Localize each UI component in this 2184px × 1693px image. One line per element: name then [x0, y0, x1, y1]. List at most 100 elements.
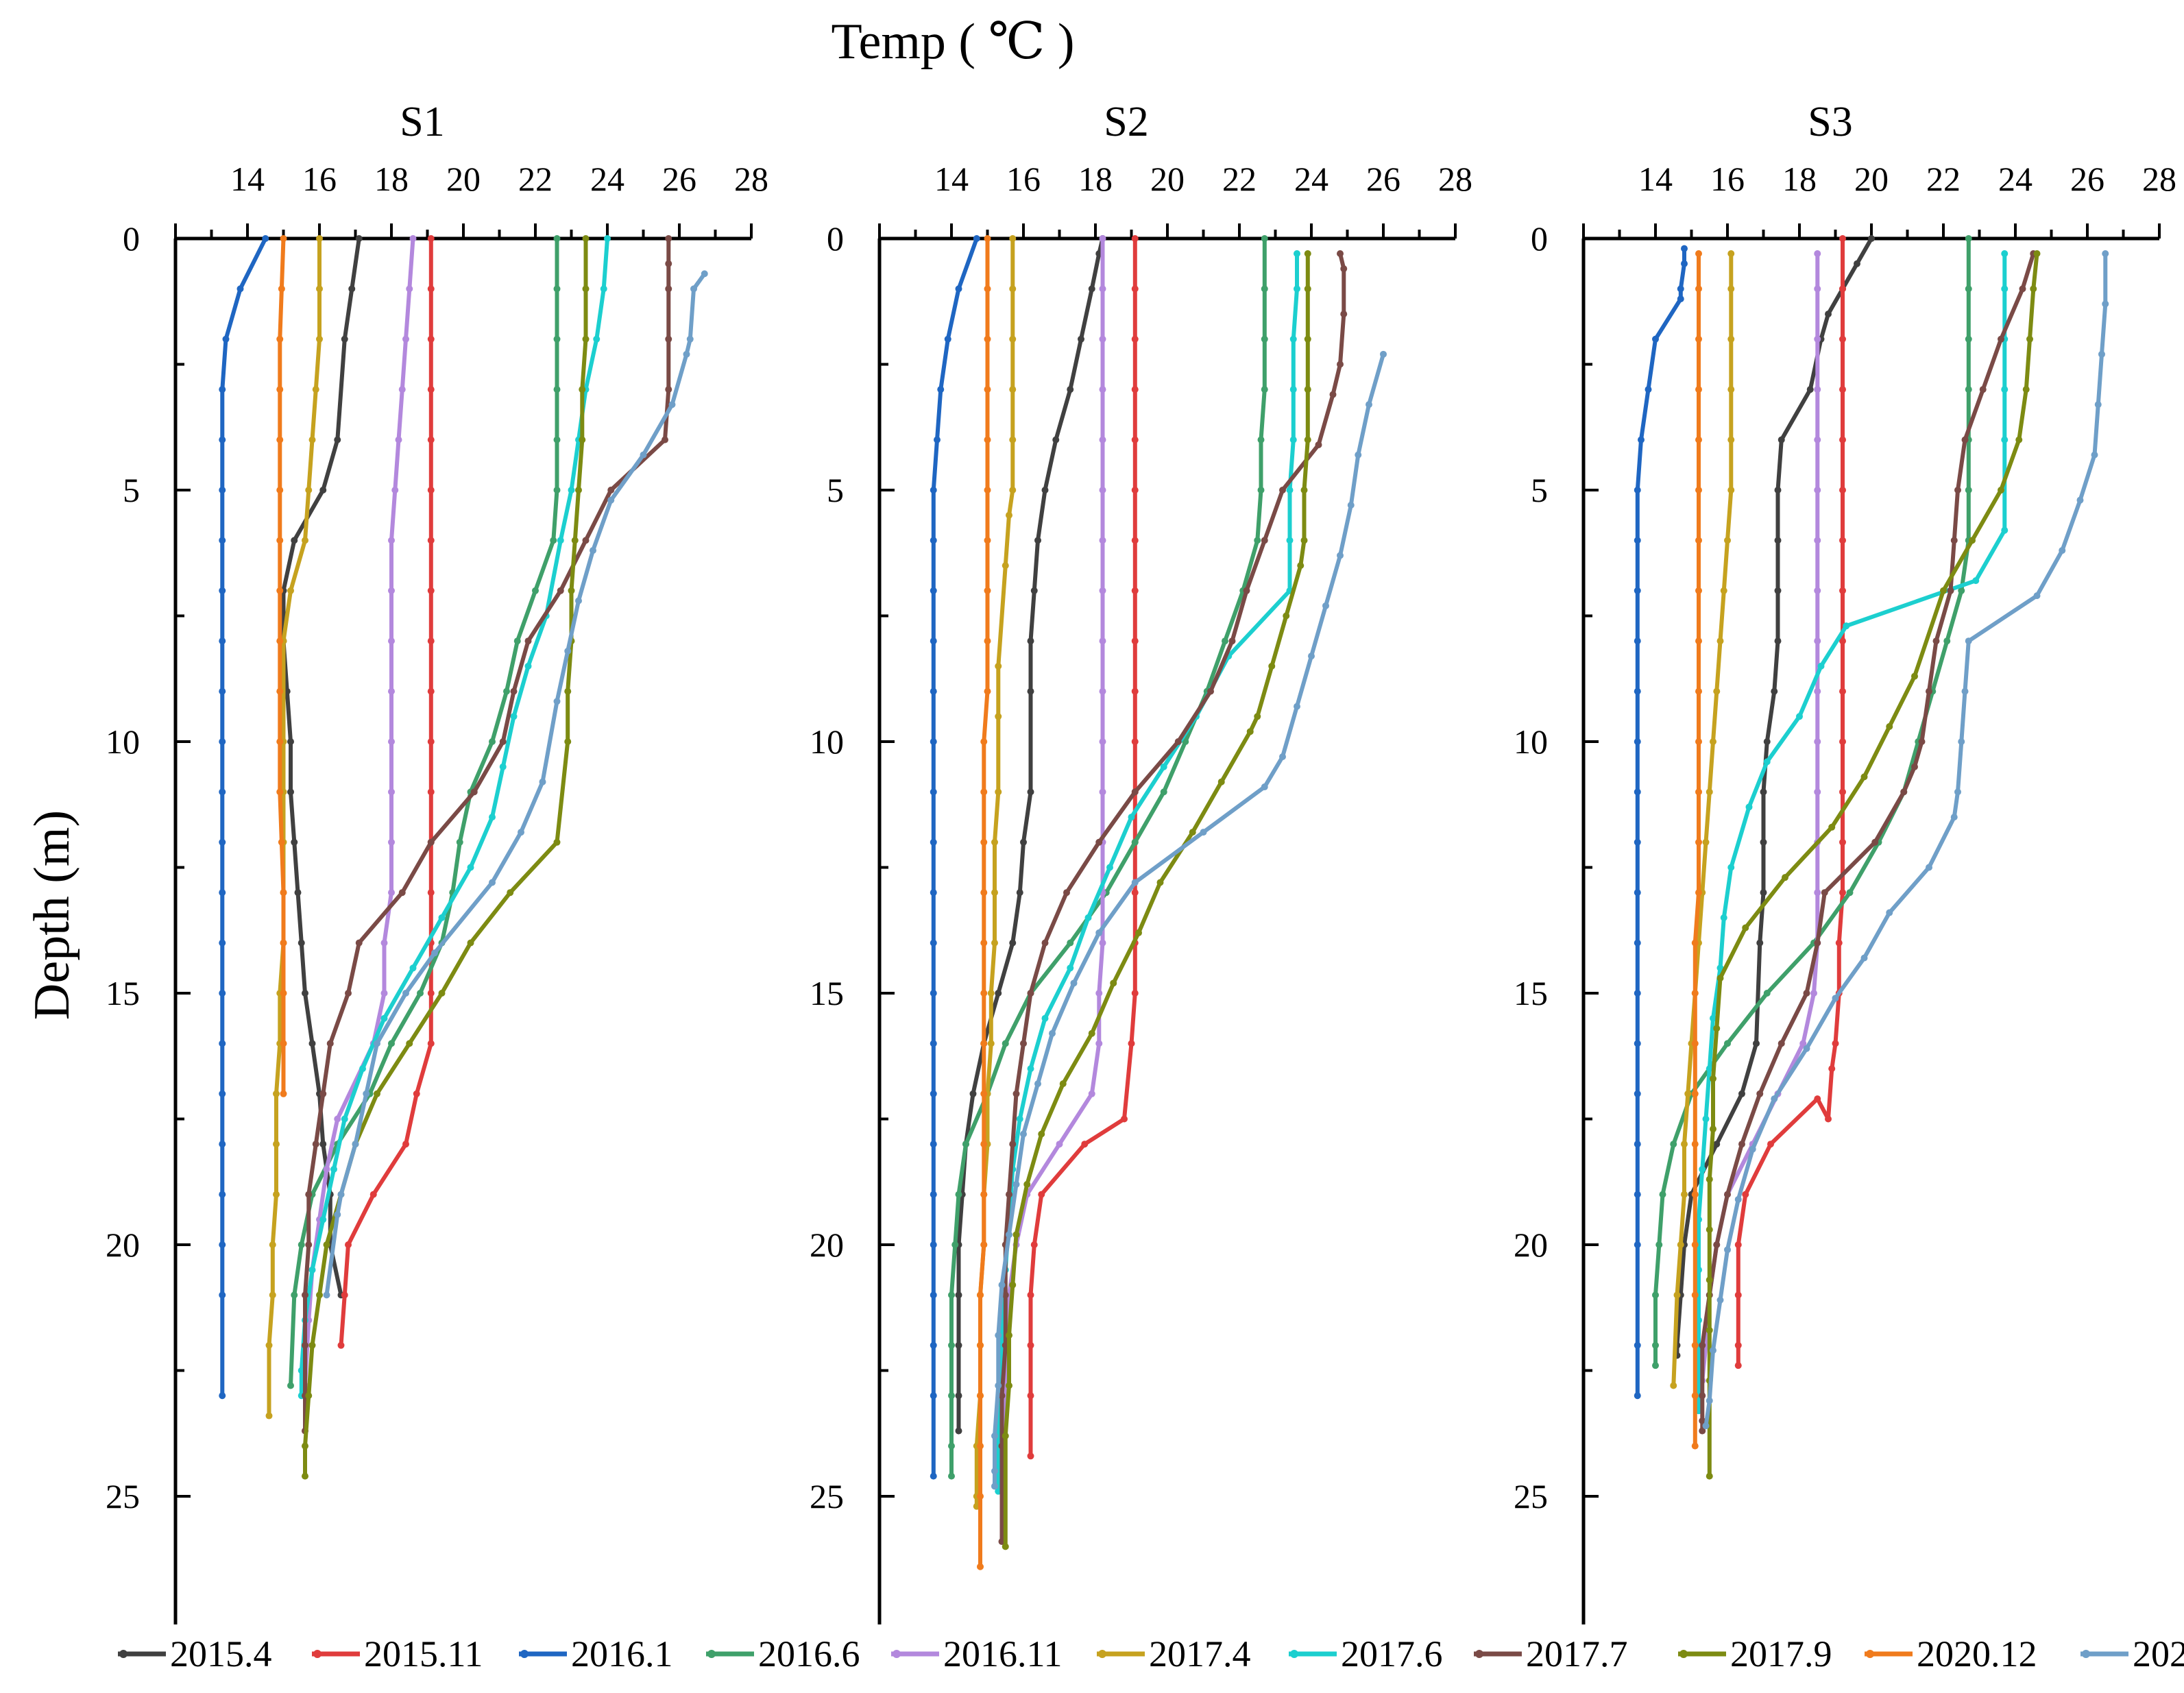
data-point — [323, 1241, 330, 1248]
data-point — [593, 335, 600, 343]
data-point — [2022, 386, 2030, 393]
data-point — [402, 335, 409, 343]
data-point — [1081, 1141, 1089, 1148]
data-point — [391, 487, 399, 494]
data-point — [1806, 386, 1814, 393]
data-point — [287, 587, 294, 594]
data-point — [575, 487, 582, 494]
data-point — [980, 1191, 988, 1198]
data-point — [1839, 587, 1846, 594]
data-point — [984, 285, 991, 293]
data-point — [1038, 1191, 1045, 1198]
data-point — [302, 1442, 308, 1450]
data-point — [1745, 803, 1753, 811]
data-point — [1056, 1141, 1063, 1148]
data-point — [991, 1432, 998, 1439]
data-point — [1289, 436, 1297, 443]
x-tick-label: 28 — [2142, 160, 2176, 198]
data-point — [995, 1382, 1002, 1389]
data-point — [980, 1090, 988, 1097]
panel-title: S3 — [1808, 99, 1852, 145]
data-point — [977, 1442, 984, 1450]
data-point — [1027, 1341, 1034, 1349]
data-point — [686, 335, 694, 343]
data-point — [1023, 1180, 1031, 1188]
data-point — [1763, 758, 1771, 766]
data-point — [582, 285, 590, 293]
data-point — [1078, 335, 1084, 343]
data-point — [1673, 1291, 1681, 1299]
data-point — [219, 487, 226, 494]
data-point — [980, 990, 988, 997]
data-point — [1710, 1347, 1716, 1354]
data-point — [308, 436, 316, 443]
series-line — [1707, 252, 2039, 1478]
x-tick-label: 18 — [374, 160, 409, 198]
data-point — [1760, 788, 1767, 796]
data-point — [1886, 909, 1893, 916]
data-point — [1261, 285, 1268, 293]
data-point — [316, 335, 323, 343]
legend-label: 2017.6 — [1341, 1633, 1443, 1674]
data-point — [984, 687, 991, 695]
legend-item-2017.4: 2017.4 — [1097, 1633, 1251, 1674]
data-point — [1131, 386, 1139, 393]
data-point — [1814, 587, 1821, 594]
series-2016.1 — [930, 235, 980, 1480]
legend: 2015.4 2015.11 2016.1 2016.6 2016.11 2017.4 20… — [118, 1633, 2184, 1674]
data-point — [402, 1141, 409, 1148]
data-point — [1720, 587, 1727, 594]
data-point — [1634, 1392, 1641, 1400]
data-point — [1099, 637, 1106, 645]
data-point — [427, 587, 435, 594]
data-point — [1947, 587, 1954, 594]
data-point — [1965, 235, 1972, 242]
data-point — [1645, 386, 1652, 393]
data-point — [977, 1493, 984, 1500]
data-point — [1099, 235, 1106, 242]
data-point — [1814, 939, 1821, 947]
data-point — [2033, 592, 2041, 600]
data-point — [930, 537, 937, 544]
data-point — [1810, 990, 1817, 997]
data-point — [1756, 1090, 1764, 1097]
data-point — [219, 687, 226, 695]
legend-item-2017.7: 2017.7 — [1474, 1633, 1628, 1674]
series-2020.12 — [276, 235, 287, 1097]
legend-label: 2017.4 — [1149, 1633, 1251, 1674]
data-point — [219, 1291, 226, 1299]
data-point — [1131, 879, 1139, 886]
data-point — [1027, 990, 1034, 997]
data-point — [1961, 687, 1969, 695]
data-point — [991, 1467, 998, 1475]
data-point — [374, 1040, 380, 1047]
data-point — [319, 1090, 327, 1097]
data-point — [1634, 1341, 1641, 1349]
data-point — [984, 537, 991, 544]
series-line — [1736, 236, 1845, 1368]
data-point — [2015, 436, 2023, 443]
series-2017.6 — [1695, 250, 2009, 1415]
data-point — [1304, 250, 1311, 258]
series-line — [278, 236, 286, 1096]
data-point — [1099, 788, 1106, 796]
data-point — [1839, 637, 1846, 645]
data-point — [341, 1115, 348, 1123]
data-point — [1027, 1452, 1034, 1460]
data-point — [1918, 738, 1926, 745]
data-point — [553, 838, 561, 846]
data-point — [276, 687, 284, 695]
y-tick-label: 25 — [810, 1477, 844, 1515]
data-point — [1095, 1040, 1103, 1047]
data-point — [590, 547, 596, 555]
data-point — [1012, 1090, 1020, 1097]
legend-item-2016.1: 2016.1 — [519, 1633, 673, 1674]
data-point — [930, 637, 937, 645]
series-2016.1 — [219, 235, 269, 1400]
data-point — [388, 788, 395, 796]
data-point — [1969, 537, 1976, 544]
series-2015.4 — [280, 235, 363, 1299]
data-point — [1695, 335, 1702, 343]
data-point — [1099, 738, 1106, 745]
data-point — [1009, 1281, 1017, 1289]
